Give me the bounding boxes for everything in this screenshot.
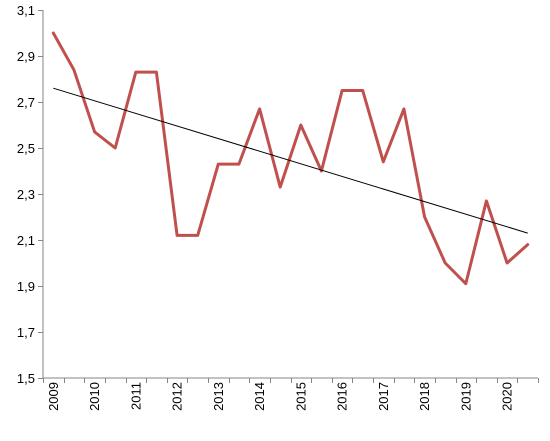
trendline bbox=[53, 87, 528, 234]
y-axis: 1,5 1,7 1,9 2,1 2,3 2,5 2,7 2,9 3,1 bbox=[17, 3, 44, 386]
y-tick-label: 2,9 bbox=[17, 49, 35, 64]
y-tick-label: 2,3 bbox=[17, 187, 35, 202]
x-axis: 2009 2010 2011 2012 2013 2014 2015 2016 2017 2018… bbox=[43, 377, 539, 411]
series-layer bbox=[51, 31, 530, 286]
x-tick-label: 2020 bbox=[500, 382, 515, 411]
series-line bbox=[51, 31, 530, 286]
y-tick-label: 1,9 bbox=[17, 279, 35, 294]
trendline-layer bbox=[53, 87, 528, 234]
y-tick-label: 2,7 bbox=[17, 95, 35, 110]
x-tick-label: 2017 bbox=[376, 382, 391, 411]
x-tick-label: 2019 bbox=[458, 382, 473, 411]
y-tick-label: 1,7 bbox=[17, 325, 35, 340]
y-tick-label: 2,5 bbox=[17, 141, 35, 156]
y-tick-label: 1,5 bbox=[17, 371, 35, 386]
x-tick-label: 2013 bbox=[211, 382, 226, 411]
x-tick-label: 2015 bbox=[293, 382, 308, 411]
x-tick-label: 2011 bbox=[128, 382, 143, 410]
x-tick-label: 2018 bbox=[417, 382, 432, 411]
x-tick-label: 2014 bbox=[252, 382, 267, 411]
x-tick-label: 2009 bbox=[46, 382, 61, 411]
x-tick-label: 2012 bbox=[170, 382, 185, 411]
x-tick-label: 2010 bbox=[87, 382, 102, 411]
x-tick-label: 2016 bbox=[335, 382, 350, 411]
y-tick-label: 3,1 bbox=[17, 3, 35, 18]
y-tick-label: 2,1 bbox=[17, 233, 35, 248]
